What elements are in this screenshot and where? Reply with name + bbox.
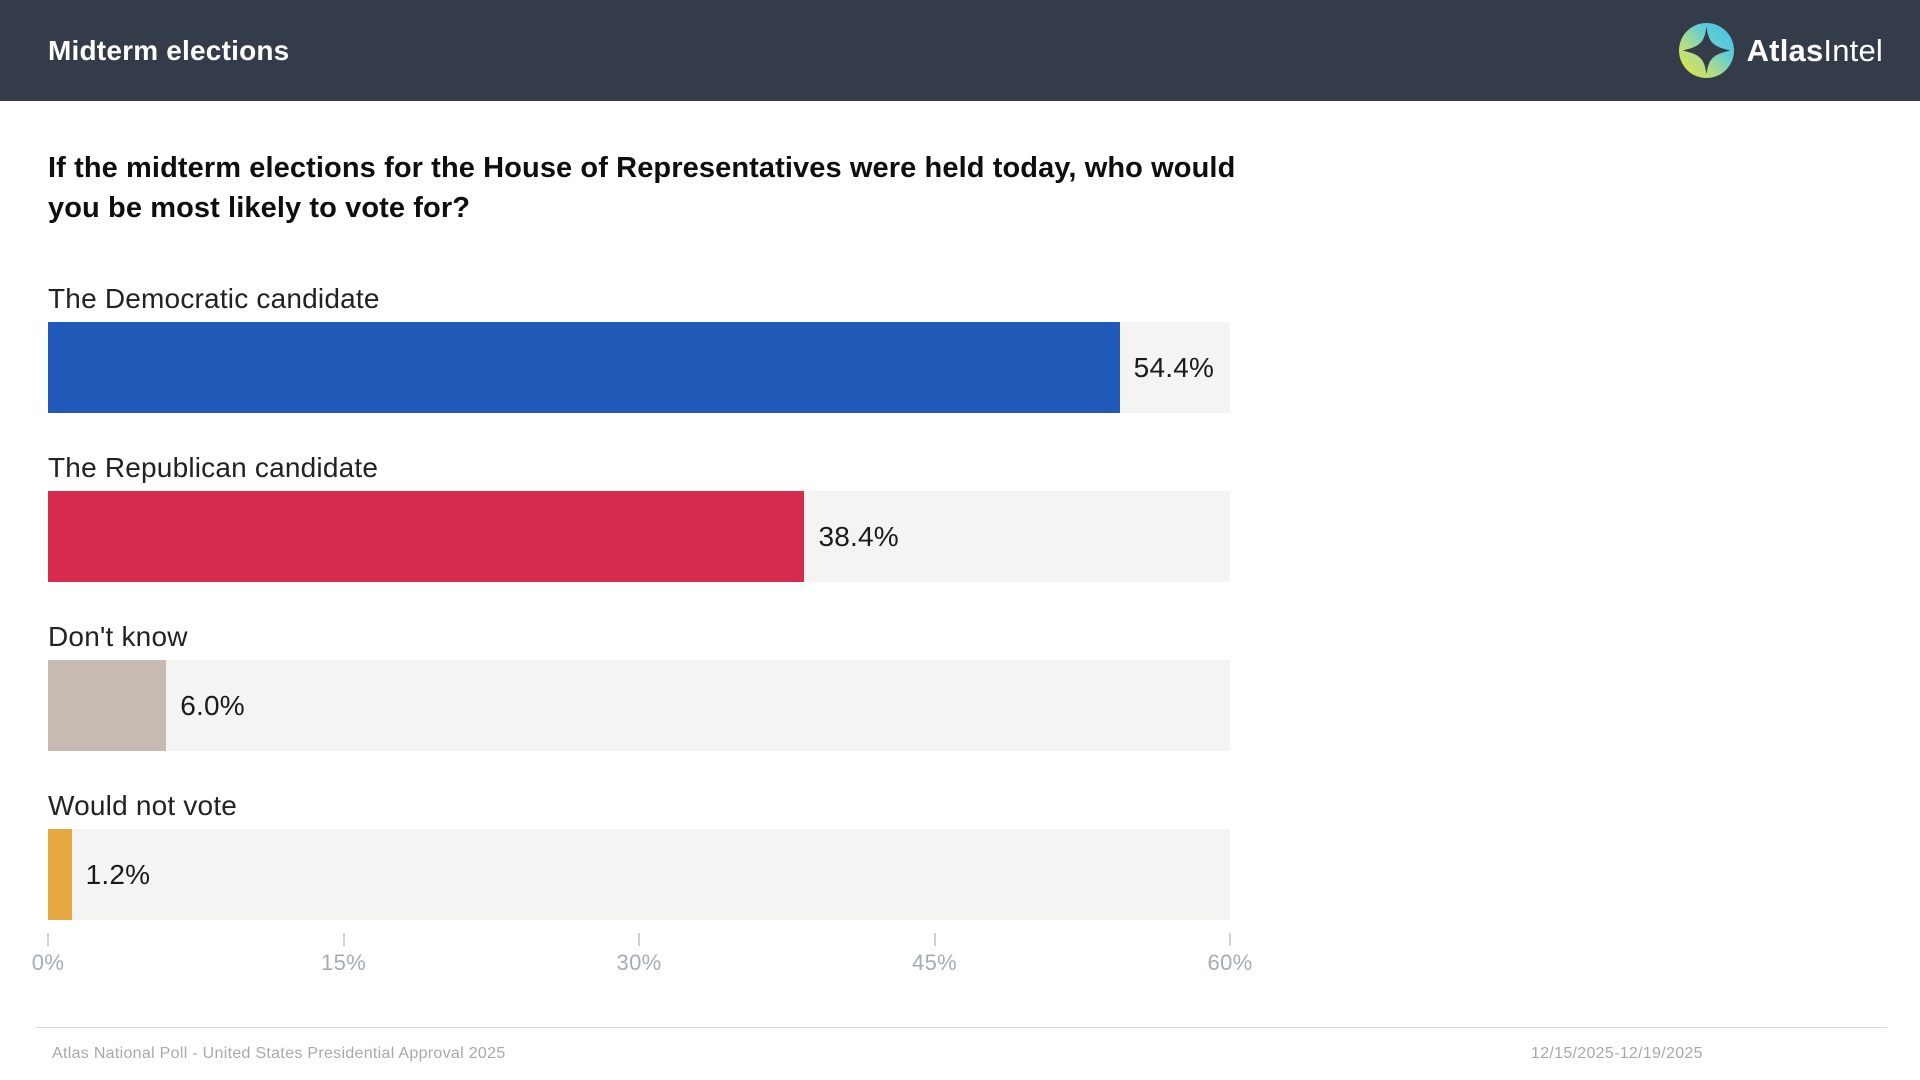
bar-row: Don't know 6.0% [48, 621, 1230, 752]
brand-logo: AtlasIntel [1678, 23, 1883, 78]
footer-divider [36, 1027, 1887, 1028]
tick-label: 0% [31, 950, 65, 975]
brand-name-light: Intel [1823, 32, 1883, 68]
bar-fill [48, 491, 805, 582]
footer-date-range: 12/15/2025-12/19/2025 [1531, 1045, 1703, 1062]
tick-label: 15% [321, 950, 366, 975]
bar-chart: The Democratic candidate 54.4% The Republi… [48, 283, 1230, 928]
bar-category-label: The Republican candidate [48, 452, 379, 483]
bar-row: The Democratic candidate 54.4% [48, 283, 1230, 414]
tick-mark [47, 933, 49, 946]
bar-fill [48, 660, 167, 751]
bar-category-label: Would not vote [48, 790, 238, 821]
bar-row: The Republican candidate 38.4% [48, 452, 1230, 583]
bar-fill [48, 829, 72, 920]
bar-value-label: 6.0% [180, 689, 245, 721]
bar-track: 54.4% [48, 322, 1230, 413]
bar-row: Would not vote 1.2% [48, 790, 1230, 921]
bar-value-label: 54.4% [1133, 351, 1215, 383]
atlasintel-compass-icon [1678, 23, 1734, 78]
question-title: If the midterm elections for the House o… [48, 148, 1448, 228]
bar-category-label: Don't know [48, 621, 188, 652]
tick-label: 45% [912, 950, 957, 975]
bar-value-label: 38.4% [818, 520, 899, 552]
question-line-2: you be most likely to vote for? [48, 192, 471, 224]
bar-track: 1.2% [48, 829, 1230, 920]
bar-track: 38.4% [48, 491, 1230, 582]
bar-value-label: 1.2% [85, 858, 151, 890]
brand-name: AtlasIntel [1747, 33, 1883, 69]
header-bar: Midterm elections AtlasIntel [0, 0, 1920, 101]
tick-mark [1229, 933, 1231, 946]
bar-track: 6.0% [48, 660, 1230, 751]
footer-source-text: Atlas National Poll - United States Pres… [52, 1045, 506, 1062]
tick-mark [342, 933, 345, 946]
tick-label: 30% [616, 950, 662, 975]
question-line-1: If the midterm elections for the House o… [48, 152, 1236, 184]
page-title: Midterm elections [48, 34, 290, 66]
bar-category-label: The Democratic candidate [48, 283, 380, 314]
bar-fill [48, 322, 1120, 413]
brand-name-bold: Atlas [1746, 32, 1824, 68]
x-axis: 0% 15% 30% 45% 60% [32, 933, 1252, 979]
tick-mark [638, 933, 640, 946]
tick-label: 60% [1207, 950, 1253, 975]
tick-mark [933, 933, 936, 946]
